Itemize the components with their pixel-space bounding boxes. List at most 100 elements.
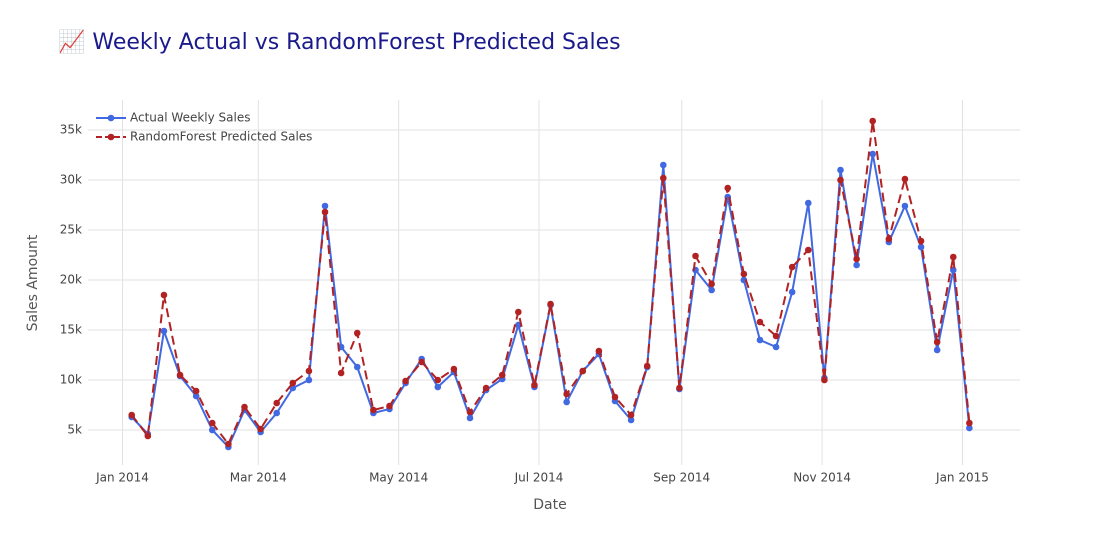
x-tick-label: Nov 2014: [793, 471, 851, 485]
series-point: [418, 358, 425, 366]
series-point: [708, 286, 715, 294]
series-point: [547, 300, 554, 308]
series-point: [740, 270, 748, 278]
series-point: [353, 363, 361, 371]
series-point: [434, 383, 442, 391]
series-point: [643, 362, 651, 370]
y-tick-label: 5k: [67, 423, 82, 437]
y-tick-label: 25k: [60, 223, 82, 237]
series-point: [434, 376, 442, 384]
series-point: [660, 174, 667, 182]
series-point: [321, 208, 329, 216]
series-point: [756, 318, 764, 326]
series-point: [321, 202, 329, 210]
series-point: [708, 280, 715, 288]
series-point: [192, 392, 200, 400]
series-point: [192, 387, 200, 395]
series-point: [208, 426, 216, 434]
series-point: [692, 252, 699, 260]
series-point: [128, 411, 136, 419]
series-point: [949, 253, 957, 261]
series-point: [772, 343, 780, 351]
series-point: [869, 150, 877, 158]
y-tick-label: 20k: [60, 273, 82, 287]
legend-marker: [107, 114, 115, 122]
series-point: [627, 416, 635, 424]
series-point: [804, 246, 812, 254]
series-line: [130, 120, 971, 446]
series-point: [966, 419, 973, 427]
x-tick-label: Jan 2014: [95, 471, 149, 485]
series-point: [917, 237, 925, 245]
y-axis-label: Sales Amount: [25, 234, 41, 331]
x-tick-label: May 2014: [369, 471, 428, 485]
y-tick-label: 30k: [60, 173, 82, 187]
x-tick-label: Jan 2015: [935, 471, 989, 485]
series-point: [515, 308, 522, 316]
series-point: [337, 369, 345, 377]
series-point: [386, 402, 393, 410]
series-point: [466, 414, 474, 422]
series-point: [273, 409, 281, 417]
series-point: [305, 376, 313, 384]
series-point: [402, 377, 409, 385]
series-point: [353, 329, 361, 337]
series-point: [225, 440, 232, 448]
series-point: [788, 288, 796, 296]
series-point: [273, 399, 281, 407]
series-point: [966, 424, 973, 432]
series-point: [756, 336, 764, 344]
series-point: [257, 425, 264, 433]
series-point: [611, 393, 619, 401]
y-tick-label: 10k: [60, 373, 82, 387]
series-point: [724, 184, 732, 192]
series-point: [241, 403, 248, 411]
series-point: [563, 398, 570, 406]
series-point: [869, 117, 877, 125]
series-point: [821, 376, 828, 384]
series-point: [579, 367, 587, 375]
series-point: [853, 261, 860, 269]
legend-label: Actual Weekly Sales: [130, 111, 250, 125]
x-tick-label: Jul 2014: [514, 471, 564, 485]
x-tick-label: Mar 2014: [230, 471, 287, 485]
series-point: [466, 408, 474, 416]
series-point: [837, 166, 844, 174]
series-point: [450, 365, 458, 373]
series-point: [933, 338, 941, 346]
series-point: [370, 406, 377, 414]
series-point: [563, 390, 570, 398]
series-point: [482, 384, 490, 392]
series-point: [788, 263, 796, 271]
series-point: [885, 235, 893, 243]
series-point: [917, 243, 925, 251]
series-point: [804, 199, 812, 207]
series-point: [837, 176, 844, 184]
chart-title: 📈 Weekly Actual vs RandomForest Predicte…: [58, 29, 621, 55]
x-axis-label: Date: [533, 497, 566, 513]
y-tick-label: 35k: [60, 123, 82, 137]
series-point: [772, 332, 780, 340]
series-point: [853, 255, 860, 263]
legend-label: RandomForest Predicted Sales: [130, 130, 312, 144]
series-point: [676, 384, 683, 392]
series-point: [933, 346, 941, 354]
series-point: [627, 411, 635, 419]
legend-marker: [107, 133, 115, 141]
series-point: [289, 379, 297, 387]
series-point: [595, 347, 603, 355]
x-tick-label: Sep 2014: [653, 471, 710, 485]
series-point: [901, 202, 909, 210]
series-point: [160, 327, 168, 335]
y-tick-label: 15k: [60, 323, 82, 337]
series-point: [498, 371, 506, 379]
series-point: [305, 367, 313, 375]
series-point: [144, 432, 152, 440]
series-point: [208, 419, 216, 427]
series-point: [660, 161, 667, 169]
series-point: [531, 381, 538, 389]
series-point: [901, 175, 909, 183]
series-point: [176, 371, 184, 379]
series-point: [160, 291, 168, 299]
